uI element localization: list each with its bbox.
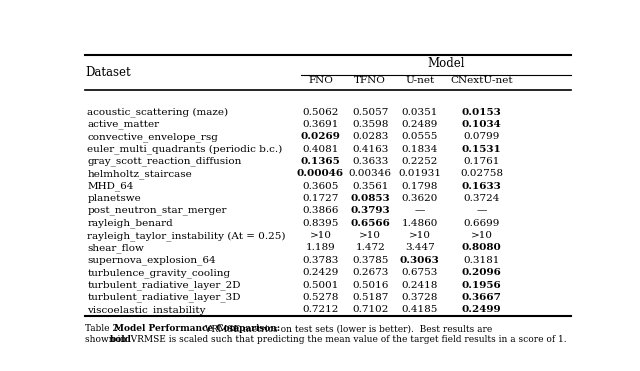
Text: 0.5187: 0.5187: [352, 293, 388, 302]
Text: 0.2429: 0.2429: [302, 268, 339, 277]
Text: 0.6753: 0.6753: [401, 268, 438, 277]
Text: 0.3667: 0.3667: [462, 293, 502, 302]
Text: gray_scott_reaction_diffusion: gray_scott_reaction_diffusion: [88, 157, 242, 166]
Text: 0.2489: 0.2489: [401, 120, 438, 129]
Text: 0.2673: 0.2673: [352, 268, 388, 277]
Text: turbulence_gravity_cooling: turbulence_gravity_cooling: [88, 268, 230, 278]
Text: 0.2252: 0.2252: [401, 157, 438, 166]
Text: Model: Model: [427, 57, 465, 70]
Text: TFNO: TFNO: [354, 76, 386, 85]
Text: 0.7212: 0.7212: [302, 305, 339, 314]
Text: 0.6699: 0.6699: [463, 219, 500, 228]
Text: euler_multi_quadrants (periodic b.c.): euler_multi_quadrants (periodic b.c.): [88, 144, 283, 154]
Text: 0.1365: 0.1365: [301, 157, 340, 166]
Text: 0.5062: 0.5062: [302, 108, 339, 116]
Text: 0.3620: 0.3620: [401, 194, 438, 203]
Text: supernova_explosion_64: supernova_explosion_64: [88, 256, 216, 265]
Text: >10: >10: [310, 231, 332, 240]
Text: 1.189: 1.189: [306, 243, 335, 253]
Text: 0.1034: 0.1034: [462, 120, 502, 129]
Text: rayleigh_benard: rayleigh_benard: [88, 219, 173, 228]
Text: 0.3785: 0.3785: [352, 256, 388, 265]
Text: .  VRMSE is scaled such that predicting the mean value of the target field resul: . VRMSE is scaled such that predicting t…: [122, 335, 566, 344]
Text: 0.02758: 0.02758: [460, 170, 503, 178]
Text: 0.5278: 0.5278: [302, 293, 339, 302]
Text: 0.3691: 0.3691: [302, 120, 339, 129]
Text: 0.3783: 0.3783: [302, 256, 339, 265]
Text: 0.8395: 0.8395: [302, 219, 339, 228]
Text: 0.00346: 0.00346: [349, 170, 392, 178]
Text: helmholtz_staircase: helmholtz_staircase: [88, 169, 192, 179]
Text: 0.0283: 0.0283: [352, 132, 388, 141]
Text: 0.0799: 0.0799: [463, 132, 500, 141]
Text: shear_flow: shear_flow: [88, 243, 144, 253]
Text: 0.3598: 0.3598: [352, 120, 388, 129]
Text: 0.0153: 0.0153: [462, 108, 502, 116]
Text: 0.1956: 0.1956: [462, 280, 502, 289]
Text: 0.0269: 0.0269: [301, 132, 340, 141]
Text: 1.472: 1.472: [355, 243, 385, 253]
Text: 0.2096: 0.2096: [462, 268, 502, 277]
Text: 0.3633: 0.3633: [352, 157, 388, 166]
Text: active_matter: active_matter: [88, 119, 159, 129]
Text: 0.3181: 0.3181: [463, 256, 500, 265]
Text: 0.1761: 0.1761: [463, 157, 500, 166]
Text: —: —: [415, 206, 425, 216]
Text: viscoelastic_instability: viscoelastic_instability: [88, 305, 206, 315]
Text: 0.4185: 0.4185: [401, 305, 438, 314]
Text: 0.4163: 0.4163: [352, 145, 388, 154]
Text: Dataset: Dataset: [85, 66, 131, 79]
Text: 0.5001: 0.5001: [302, 280, 339, 289]
Text: >10: >10: [409, 231, 431, 240]
Text: VRMSE metrics on test sets (lower is better).  Best results are: VRMSE metrics on test sets (lower is bet…: [202, 325, 492, 334]
Text: 0.1531: 0.1531: [462, 145, 502, 154]
Text: 0.3728: 0.3728: [401, 293, 438, 302]
Text: 0.0853: 0.0853: [350, 194, 390, 203]
Text: —: —: [477, 206, 487, 216]
Text: 1.4860: 1.4860: [401, 219, 438, 228]
Text: >10: >10: [471, 231, 493, 240]
Text: FNO: FNO: [308, 76, 333, 85]
Text: 0.3793: 0.3793: [350, 206, 390, 216]
Text: 0.4081: 0.4081: [302, 145, 339, 154]
Text: U-net: U-net: [405, 76, 435, 85]
Text: 0.3561: 0.3561: [352, 182, 388, 191]
Text: 0.3724: 0.3724: [463, 194, 500, 203]
Text: turbulent_radiative_layer_2D: turbulent_radiative_layer_2D: [88, 280, 241, 290]
Text: shown in: shown in: [85, 335, 129, 344]
Text: 0.00046: 0.00046: [297, 170, 344, 178]
Text: 0.7102: 0.7102: [352, 305, 388, 314]
Text: planetswe: planetswe: [88, 194, 141, 203]
Text: 0.01931: 0.01931: [398, 170, 441, 178]
Text: >10: >10: [359, 231, 381, 240]
Text: 0.3605: 0.3605: [302, 182, 339, 191]
Text: 0.1834: 0.1834: [401, 145, 438, 154]
Text: convective_envelope_rsg: convective_envelope_rsg: [88, 132, 218, 142]
Text: post_neutron_star_merger: post_neutron_star_merger: [88, 206, 227, 216]
Text: 0.5016: 0.5016: [352, 280, 388, 289]
Text: 0.6566: 0.6566: [350, 219, 390, 228]
Text: 0.0351: 0.0351: [401, 108, 438, 116]
Text: acoustic_scattering (maze): acoustic_scattering (maze): [88, 107, 228, 117]
Text: 0.5057: 0.5057: [352, 108, 388, 116]
Text: Model Performance Comparison:: Model Performance Comparison:: [114, 325, 280, 334]
Text: 0.2418: 0.2418: [401, 280, 438, 289]
Text: MHD_64: MHD_64: [88, 181, 134, 191]
Text: 0.1633: 0.1633: [462, 182, 502, 191]
Text: turbulent_radiative_layer_3D: turbulent_radiative_layer_3D: [88, 293, 241, 302]
Text: 0.1798: 0.1798: [401, 182, 438, 191]
Text: rayleigh_taylor_instability (At = 0.25): rayleigh_taylor_instability (At = 0.25): [88, 231, 286, 240]
Text: 0.0555: 0.0555: [401, 132, 438, 141]
Text: 0.2499: 0.2499: [462, 305, 502, 314]
Text: 0.1727: 0.1727: [302, 194, 339, 203]
Text: 0.3866: 0.3866: [302, 206, 339, 216]
Text: 0.3063: 0.3063: [400, 256, 440, 265]
Text: bold: bold: [110, 335, 132, 344]
Text: 0.8080: 0.8080: [462, 243, 502, 253]
Text: 3.447: 3.447: [405, 243, 435, 253]
Text: Table 2:: Table 2:: [85, 325, 124, 334]
Text: CNextU-net: CNextU-net: [451, 76, 513, 85]
